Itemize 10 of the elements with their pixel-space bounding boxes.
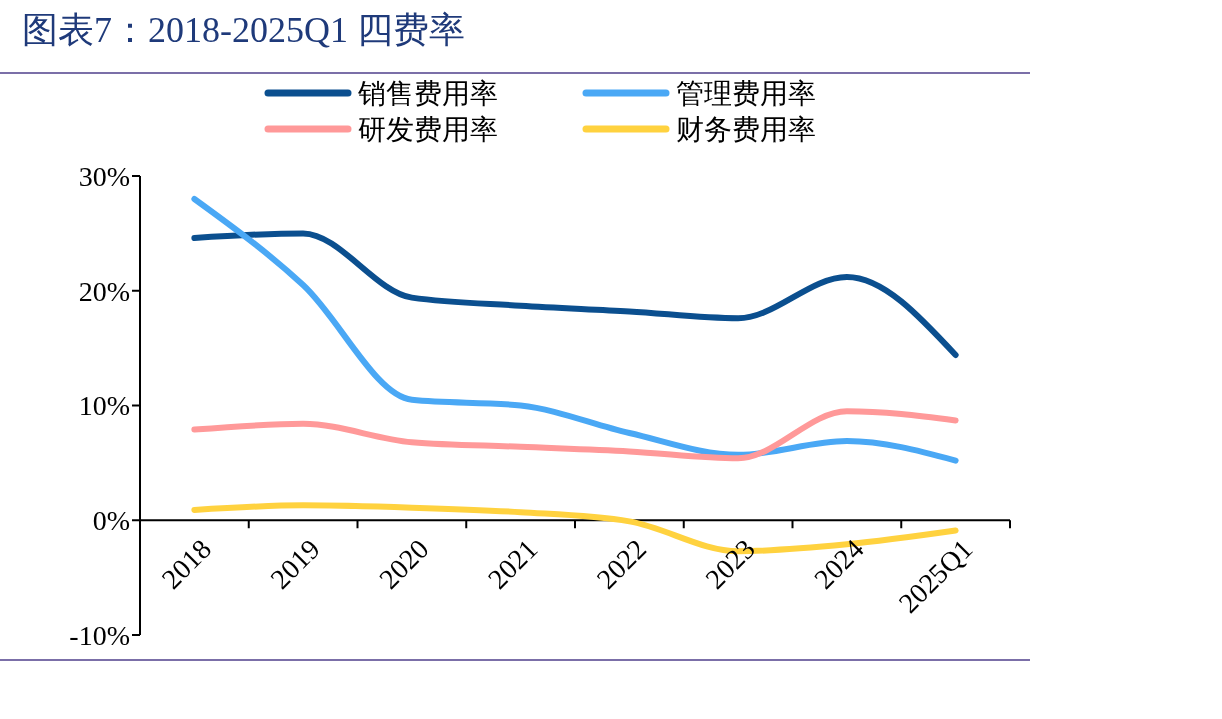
legend-label: 管理费用率	[676, 78, 816, 109]
legend-label: 研发费用率	[358, 114, 498, 145]
y-tick-label: 20%	[78, 275, 130, 307]
y-tick-label: 30%	[78, 160, 130, 192]
legend-label: 财务费用率	[676, 114, 816, 145]
y-tick-label: -10%	[69, 619, 130, 651]
chart-title: 图表7：2018-2025Q1 四费率	[22, 10, 465, 50]
y-tick-label: 10%	[78, 390, 130, 422]
y-tick-label: 0%	[92, 505, 130, 537]
legend-label: 销售费用率	[357, 78, 498, 109]
